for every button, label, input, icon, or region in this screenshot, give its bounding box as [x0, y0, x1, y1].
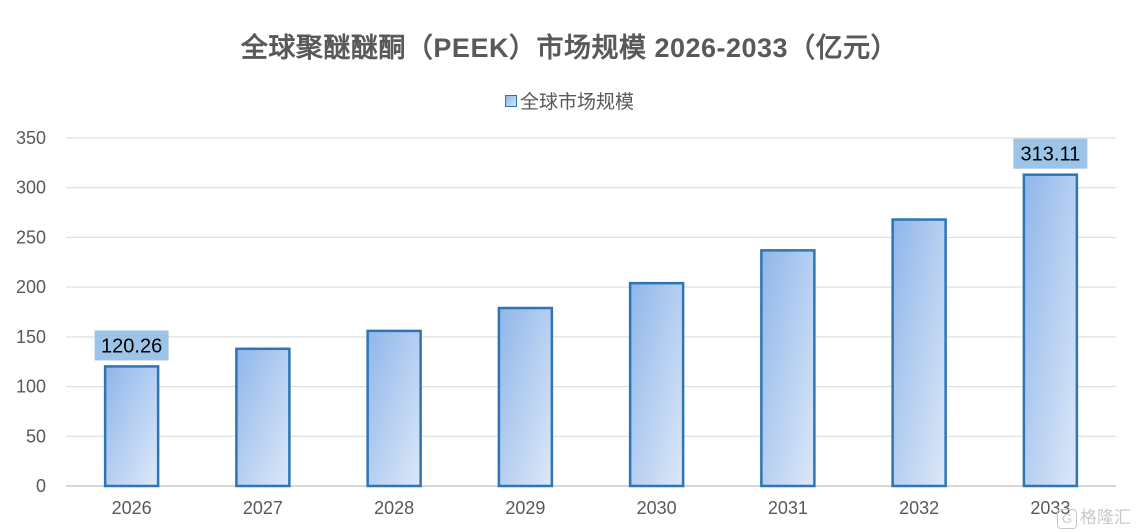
- y-tick-label: 0: [36, 476, 46, 496]
- bar-2030: [628, 281, 685, 488]
- bar-2029: [497, 306, 554, 488]
- y-tick-label: 50: [26, 426, 46, 446]
- x-tick-label: 2032: [899, 498, 939, 518]
- x-tick-label: 2033: [1030, 498, 1070, 518]
- bar-2031: [760, 249, 816, 488]
- y-tick-label: 150: [16, 327, 46, 347]
- legend-label: 全球市场规模: [519, 92, 634, 113]
- bar-2026: [103, 365, 160, 488]
- y-tick-label: 200: [16, 277, 46, 297]
- watermark: G 格隆汇: [1057, 503, 1131, 529]
- x-tick-label: 2028: [374, 498, 414, 518]
- x-tick-label: 2029: [505, 498, 545, 518]
- bar-2032: [891, 218, 947, 488]
- x-tick-label: 2027: [243, 498, 283, 518]
- legend-swatch: [504, 94, 517, 107]
- gelonghui-logo-icon: G: [1057, 509, 1077, 529]
- data-label: 313.11: [1021, 144, 1081, 166]
- y-tick-label: 300: [16, 178, 46, 198]
- x-tick-label: 2031: [768, 498, 808, 518]
- y-tick-label: 350: [16, 128, 46, 148]
- x-tick-label: 2030: [637, 498, 677, 518]
- bar-2028: [366, 329, 422, 488]
- x-tick-label: 2026: [112, 498, 152, 518]
- data-label: 120.26: [101, 335, 162, 357]
- y-tick-label: 100: [16, 377, 46, 397]
- chart-title: 全球聚醚醚酮（PEEK）市场规模 2026-2033（亿元）: [240, 33, 899, 63]
- data-label-box: [94, 330, 169, 361]
- y-tick-label: 250: [16, 227, 46, 247]
- bar-2033: [1022, 173, 1079, 488]
- watermark-text: 格隆汇: [1080, 508, 1131, 527]
- data-label-box: [1013, 138, 1088, 169]
- legend: 全球市场规模: [0, 87, 1139, 114]
- bar-2027: [235, 347, 291, 488]
